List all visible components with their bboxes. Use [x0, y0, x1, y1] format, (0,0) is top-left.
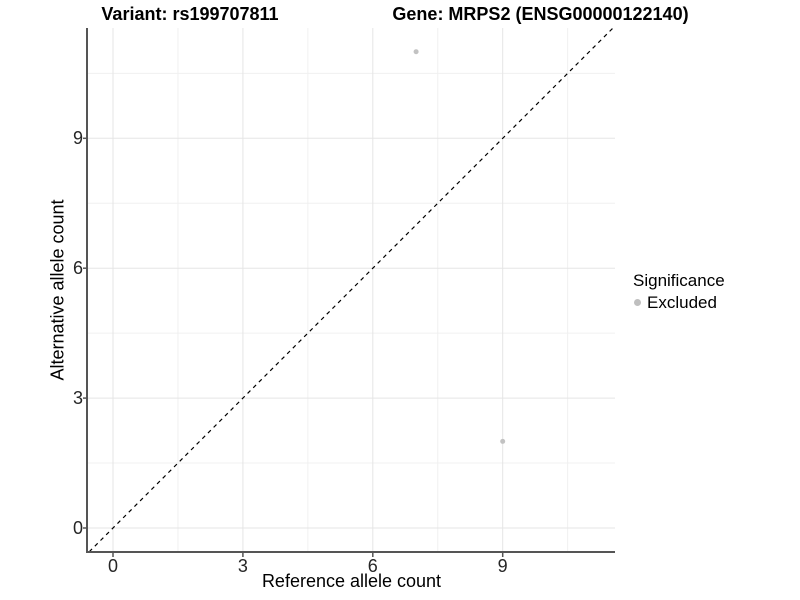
identity-line	[88, 27, 614, 553]
y-axis-title: Alternative allele count	[47, 199, 68, 381]
plot-title-gene: Gene: MRPS2 (ENSG00000122140)	[392, 4, 689, 24]
legend-item-label: Excluded	[647, 293, 717, 312]
legend: Significance Excluded	[633, 270, 725, 313]
data-point	[500, 438, 506, 444]
data-point	[413, 49, 419, 55]
plot-title-variant: Variant: rs199707811	[101, 4, 279, 24]
legend-item-excluded: Excluded	[633, 292, 725, 313]
legend-point-icon	[634, 299, 641, 306]
legend-title: Significance	[633, 271, 725, 290]
x-axis-title: Reference allele count	[261, 571, 442, 591]
